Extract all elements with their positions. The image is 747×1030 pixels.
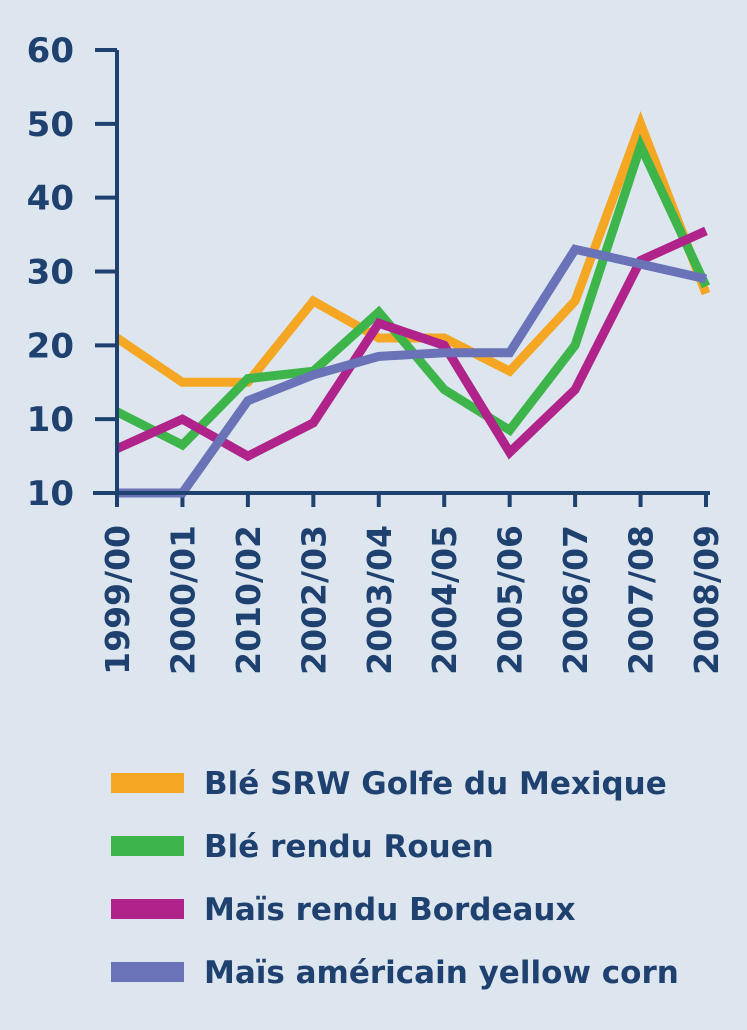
series-line-mais-americain-yellow-corn bbox=[117, 244, 707, 498]
x-tick-label: 2002/03 bbox=[294, 525, 333, 675]
legend: Blé SRW Golfe du Mexique Blé rendu Rouen M… bbox=[111, 766, 679, 991]
y-tick-label: 30 bbox=[27, 253, 74, 293]
x-axis-ticks: 1999/00 2000/01 2010/02 2002/03 2003/04 2004/… bbox=[98, 493, 726, 675]
legend-item: Blé rendu Rouen bbox=[111, 829, 494, 865]
legend-item: Maïs rendu Bordeaux bbox=[111, 892, 576, 928]
x-tick-label: 2006/07 bbox=[556, 525, 595, 675]
y-axis-ticks: 60 50 40 30 20 10 10 bbox=[27, 31, 117, 514]
legend-item: Blé SRW Golfe du Mexique bbox=[111, 766, 667, 802]
x-tick-label: 2000/01 bbox=[163, 525, 202, 675]
series-lines bbox=[114, 111, 711, 498]
x-tick-label: 1999/00 bbox=[98, 525, 137, 675]
y-tick-label: 40 bbox=[27, 179, 74, 219]
legend-label: Blé SRW Golfe du Mexique bbox=[204, 766, 667, 802]
series-line-ble-srw-golfe-du-mexique bbox=[114, 111, 711, 387]
y-tick-label: 20 bbox=[27, 326, 74, 366]
y-tick-label: 50 bbox=[27, 105, 74, 145]
y-tick-label: 10 bbox=[27, 474, 74, 514]
legend-label: Maïs américain yellow corn bbox=[204, 955, 679, 991]
legend-swatch bbox=[111, 899, 184, 919]
x-tick-label: 2010/02 bbox=[229, 525, 268, 675]
x-tick-label: 2003/04 bbox=[360, 525, 399, 675]
x-tick-label: 2004/05 bbox=[425, 525, 464, 675]
legend-label: Blé rendu Rouen bbox=[204, 829, 494, 865]
legend-item: Maïs américain yellow corn bbox=[111, 955, 679, 991]
x-tick-label: 2005/06 bbox=[491, 525, 530, 675]
legend-swatch bbox=[111, 836, 184, 856]
x-tick-label: 2008/09 bbox=[687, 525, 726, 675]
legend-swatch bbox=[111, 962, 184, 982]
y-tick-label: 10 bbox=[27, 400, 74, 440]
y-tick-label: 60 bbox=[27, 31, 74, 71]
legend-swatch bbox=[111, 773, 184, 793]
series-line-mais-rendu-bordeaux bbox=[115, 226, 708, 462]
x-tick-label: 2007/08 bbox=[622, 525, 661, 675]
legend-label: Maïs rendu Bordeaux bbox=[204, 892, 576, 928]
